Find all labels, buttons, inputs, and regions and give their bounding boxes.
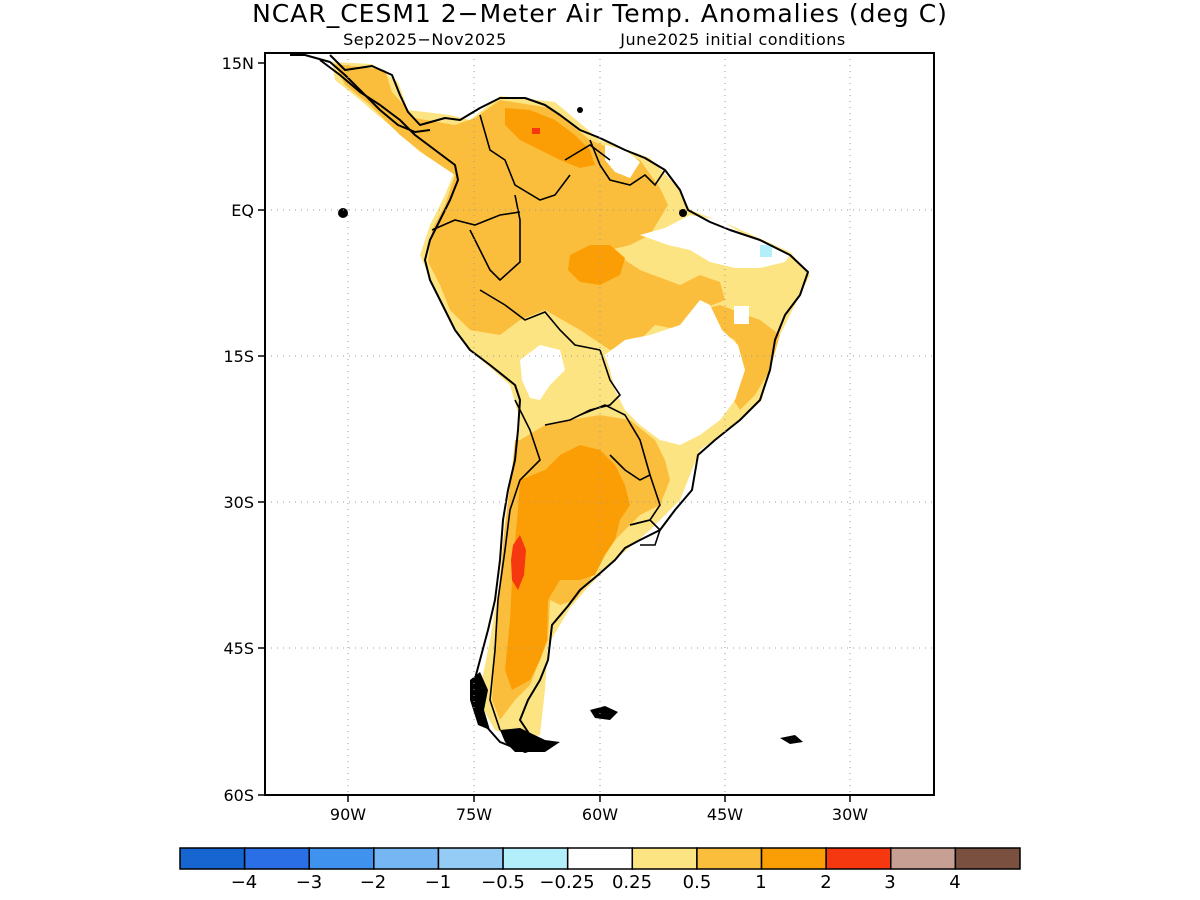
border-guianas	[589, 139, 666, 187]
border-venezuela-guyana	[564, 144, 611, 161]
colorbar-label: −1	[425, 872, 452, 893]
colorbar-cell	[502, 847, 569, 870]
season-subtitle: Sep2025−Nov2025	[343, 30, 507, 49]
border-paraguay	[579, 404, 651, 481]
marajo-island	[679, 209, 687, 217]
border-colombia-ecuador	[431, 211, 521, 231]
colorbar-label: 3	[884, 872, 895, 893]
anomaly-shading	[332, 62, 810, 740]
falkland-islands	[590, 706, 618, 720]
colorbar-label: 0.5	[683, 872, 712, 893]
colorbar-cell	[631, 847, 698, 870]
islands	[338, 107, 803, 752]
colorbar-cell	[308, 847, 375, 870]
border-bolivia-brazil	[544, 349, 622, 426]
colorbar-cell	[890, 847, 957, 870]
lat-label-15n: 15N	[222, 54, 254, 73]
field-white-square	[734, 306, 749, 324]
lat-label-60s: 60S	[223, 786, 254, 805]
trinidad-island	[577, 107, 583, 113]
lat-label-eq: EQ	[231, 201, 254, 220]
figure-title: NCAR_CESM1 2−Meter Air Temp. Anomalies (…	[252, 0, 948, 28]
field-white-bolivia	[520, 345, 565, 400]
lat-axis	[258, 62, 265, 796]
border-peru-bolivia	[479, 289, 601, 351]
colorbar-cell	[179, 847, 246, 870]
colorbar-label: 2	[820, 872, 831, 893]
field-white-northeast	[640, 215, 790, 268]
colorbar-label: −2	[360, 872, 387, 893]
colorbar: −4 −3 −2 −1 −0.5 −0.25 0.25 0.5 1 2 3 4	[179, 847, 1021, 893]
grid-lines	[265, 53, 934, 795]
lat-label-30s: 30S	[223, 493, 254, 512]
border-uruguay	[629, 519, 661, 546]
country-borders	[431, 114, 666, 731]
colorbar-cell	[696, 847, 763, 870]
south-georgia	[780, 735, 803, 744]
colorbar-label: 1	[755, 872, 766, 893]
field-white-brazil	[605, 300, 745, 445]
central-america-coast	[290, 54, 431, 133]
colorbar-label: 0.25	[612, 872, 652, 893]
colorbar-label: −3	[296, 872, 323, 893]
colorbar-cell	[954, 847, 1021, 870]
lat-labels: 15N EQ 15S 30S 45S 60S	[222, 54, 254, 805]
south-america-coastline	[319, 54, 809, 753]
lon-label-45w: 45W	[707, 805, 743, 824]
border-colombia-venezuela	[479, 114, 571, 201]
field-orange-amazon	[568, 245, 625, 285]
lon-axis	[347, 795, 851, 802]
field-white-guiana	[605, 145, 640, 178]
field-red-andes	[511, 535, 526, 590]
lon-labels: 90W 75W 60W 45W 30W	[330, 805, 868, 824]
init-conditions-subtitle: June2025 initial conditions	[619, 30, 846, 49]
colorbar-cell	[437, 847, 504, 870]
lon-label-90w: 90W	[330, 805, 366, 824]
colorbar-cell	[373, 847, 440, 870]
lon-label-75w: 75W	[456, 805, 492, 824]
lat-label-45s: 45S	[223, 639, 254, 658]
lat-label-15s: 15S	[223, 347, 254, 366]
colorbar-cells	[179, 847, 1021, 870]
field-orange-argentina	[505, 445, 630, 690]
colorbar-cell	[566, 847, 634, 870]
galapagos-islands	[338, 208, 348, 218]
colorbar-label: −4	[231, 872, 258, 893]
colorbar-label: −0.5	[481, 872, 525, 893]
colorbar-label: −0.25	[539, 872, 594, 893]
field-red-venezuela	[532, 128, 540, 134]
coastlines	[290, 54, 809, 753]
field-cyan-cell	[760, 245, 772, 257]
plot-area	[265, 53, 934, 795]
colorbar-labels: −4 −3 −2 −1 −0.5 −0.25 0.25 0.5 1 2 3 4	[231, 872, 961, 893]
colorbar-cell	[243, 847, 310, 870]
colorbar-label: 4	[949, 872, 960, 893]
border-chile-argentina	[489, 399, 541, 731]
lon-label-60w: 60W	[582, 805, 618, 824]
tierra-del-fuego	[500, 728, 560, 752]
lon-label-30w: 30W	[832, 805, 868, 824]
field-orange-venezuela	[505, 108, 595, 168]
colorbar-cell	[825, 847, 892, 870]
chiloe-archipelago	[470, 672, 490, 730]
border-peru-brazil	[469, 194, 521, 282]
colorbar-cell	[760, 847, 827, 870]
field-light-orange-north	[335, 64, 725, 350]
